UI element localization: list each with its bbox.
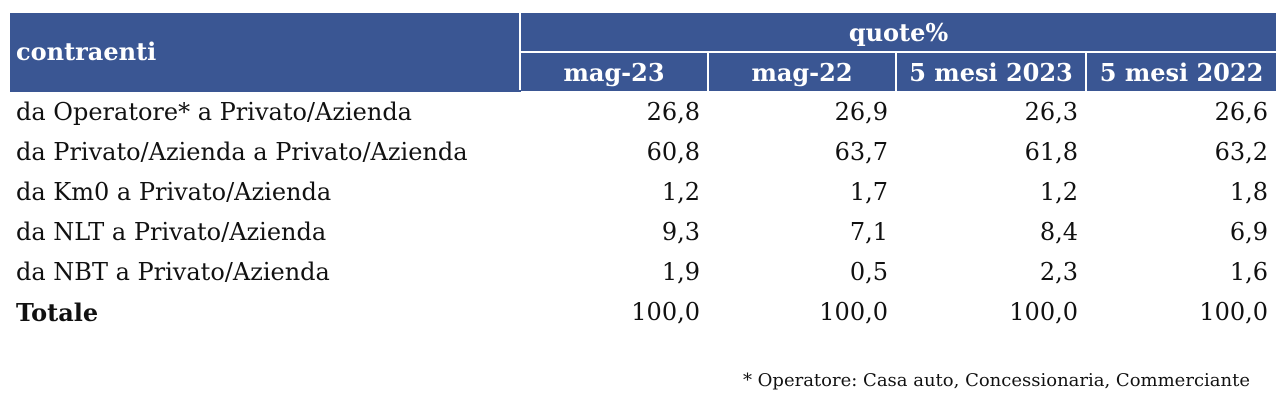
total-row: Totale 100,0 100,0 100,0 100,0 xyxy=(10,292,1276,332)
cell-value: 8,4 xyxy=(1039,218,1078,246)
total-label: Totale xyxy=(16,297,99,327)
header-group-quote: quote% xyxy=(518,13,1277,53)
total-value: 100,0 xyxy=(631,298,700,326)
cell-value: 6,9 xyxy=(1229,218,1269,246)
cell-value: 1,7 xyxy=(849,178,888,206)
total-value: 100,0 xyxy=(819,298,888,326)
header-col-5-mesi-2022: 5 mesi 2022 xyxy=(1084,52,1277,91)
cell-value: 7,1 xyxy=(849,218,888,246)
cell-value: 26,9 xyxy=(834,97,888,126)
cell-value: 26,8 xyxy=(646,97,700,126)
table-row: da Operatore* a Privato/Azienda 26,8 26,… xyxy=(10,91,1276,132)
table-row: da NBT a Privato/Azienda 1,9 0,5 2,3 1,6 xyxy=(10,252,1276,292)
cell-value: 26,3 xyxy=(1024,97,1078,126)
row-label: da NBT a Privato/Azienda xyxy=(16,258,330,286)
cell-value: 1,2 xyxy=(661,178,700,206)
row-label: da Operatore* a Privato/Azienda xyxy=(16,98,412,126)
header-col-5-mesi-2023: 5 mesi 2023 xyxy=(895,52,1086,91)
row-label: da NLT a Privato/Azienda xyxy=(16,218,327,246)
row-label: da Km0 a Privato/Azienda xyxy=(16,178,332,206)
table-row: da Privato/Azienda a Privato/Azienda 60,… xyxy=(10,132,1276,172)
table-row: da NLT a Privato/Azienda 9,3 7,1 8,4 6,9 xyxy=(10,212,1276,252)
footnote: * Operatore: Casa auto, Concessionaria, … xyxy=(742,370,1250,391)
header-contraenti: contraenti xyxy=(10,13,520,92)
cell-value: 60,8 xyxy=(646,138,700,166)
cell-value: 26,6 xyxy=(1214,97,1269,126)
cell-value: 1,9 xyxy=(661,258,700,286)
header-row-columns: mag-23 mag-22 5 mesi 2023 5 mesi 2022 xyxy=(10,52,1277,91)
cell-value: 63,7 xyxy=(834,138,888,166)
cell-value: 61,8 xyxy=(1024,138,1078,166)
market-share-table: contraenti quote% mag-23 mag-22 5 mesi 2… xyxy=(10,13,1277,332)
header-col-mag-22: mag-22 xyxy=(707,52,896,91)
cell-value: 63,2 xyxy=(1214,138,1269,166)
data-table-container: contraenti quote% mag-23 mag-22 5 mesi 2… xyxy=(10,13,1277,332)
cell-value: 1,6 xyxy=(1229,258,1269,286)
cell-value: 1,8 xyxy=(1229,178,1269,206)
cell-value: 1,2 xyxy=(1039,178,1078,206)
row-label: da Privato/Azienda a Privato/Azienda xyxy=(16,138,468,166)
cell-value: 0,5 xyxy=(849,258,888,286)
table-row: da Km0 a Privato/Azienda 1,2 1,7 1,2 1,8 xyxy=(10,172,1276,212)
total-value: 100,0 xyxy=(1009,298,1078,326)
cell-value: 9,3 xyxy=(661,218,700,246)
total-value: 100,0 xyxy=(1199,298,1269,326)
header-col-mag-23: mag-23 xyxy=(519,52,708,91)
header-row-top: contraenti quote% xyxy=(10,13,1277,92)
cell-value: 2,3 xyxy=(1039,258,1078,286)
